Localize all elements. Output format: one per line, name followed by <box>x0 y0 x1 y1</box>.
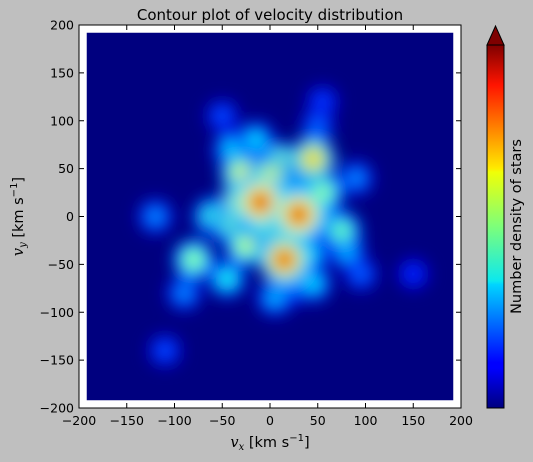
y-tick-label: −100 <box>40 305 74 320</box>
y-tick-label: −50 <box>48 257 74 272</box>
density-blob <box>292 208 305 221</box>
x-tick-label: 100 <box>354 413 378 428</box>
colorbar-extend-arrow <box>486 24 505 46</box>
density-blob <box>351 174 360 183</box>
density-blob <box>151 212 160 221</box>
colorbar-gradient <box>486 44 505 409</box>
svg-text:vy [km s−1]: vy [km s−1] <box>9 177 29 256</box>
y-tick-label: −150 <box>40 353 74 368</box>
chart-title: Contour plot of velocity distribution <box>137 6 403 24</box>
density-blob <box>188 254 199 265</box>
x-tick-label: −150 <box>110 413 144 428</box>
density-blob <box>270 293 279 303</box>
colorbar-label: Number density of stars <box>509 139 525 314</box>
density-blob <box>317 187 328 198</box>
y-tick-label: 100 <box>50 113 74 128</box>
density-blob <box>313 121 322 130</box>
density-blob <box>161 346 169 355</box>
density-blob <box>409 270 417 278</box>
density-blobs <box>137 85 430 368</box>
x-axis-label: vx [km s−1] <box>230 433 309 453</box>
x-tick-label: 50 <box>310 413 326 428</box>
density-blob <box>227 145 237 154</box>
x-tick-label: 0 <box>266 413 274 428</box>
density-blob <box>307 153 319 165</box>
density-blob <box>356 270 365 278</box>
x-tick-label: −100 <box>157 413 191 428</box>
y-tick-label: 50 <box>58 161 74 176</box>
y-tick-label: −200 <box>40 401 74 416</box>
colorbar <box>486 24 505 409</box>
density-blob <box>278 253 291 266</box>
x-tick-label: 150 <box>401 413 425 428</box>
heatmap <box>86 32 454 401</box>
density-blob <box>241 240 251 251</box>
density-blob <box>218 112 227 120</box>
density-blob <box>236 168 247 179</box>
x-tick-label: 200 <box>449 413 473 428</box>
x-tick-label: −200 <box>62 413 96 428</box>
y-tick-label: 0 <box>66 209 74 224</box>
y-axis-label: vy [km s−1] <box>9 177 29 256</box>
density-blob <box>222 274 232 284</box>
density-blob <box>251 135 260 145</box>
density-blob <box>254 196 267 209</box>
density-blob <box>318 97 327 106</box>
y-tick-label: 200 <box>50 18 74 33</box>
density-blob <box>180 289 189 298</box>
density-blob <box>337 226 347 236</box>
density-blob <box>308 279 318 288</box>
axis-ticks: −200 −150 −100 −50 0 50 100 150 200 −200 −150 −100 −… <box>40 18 473 429</box>
y-tick-label: 150 <box>50 65 74 80</box>
x-tick-label: −50 <box>209 413 235 428</box>
